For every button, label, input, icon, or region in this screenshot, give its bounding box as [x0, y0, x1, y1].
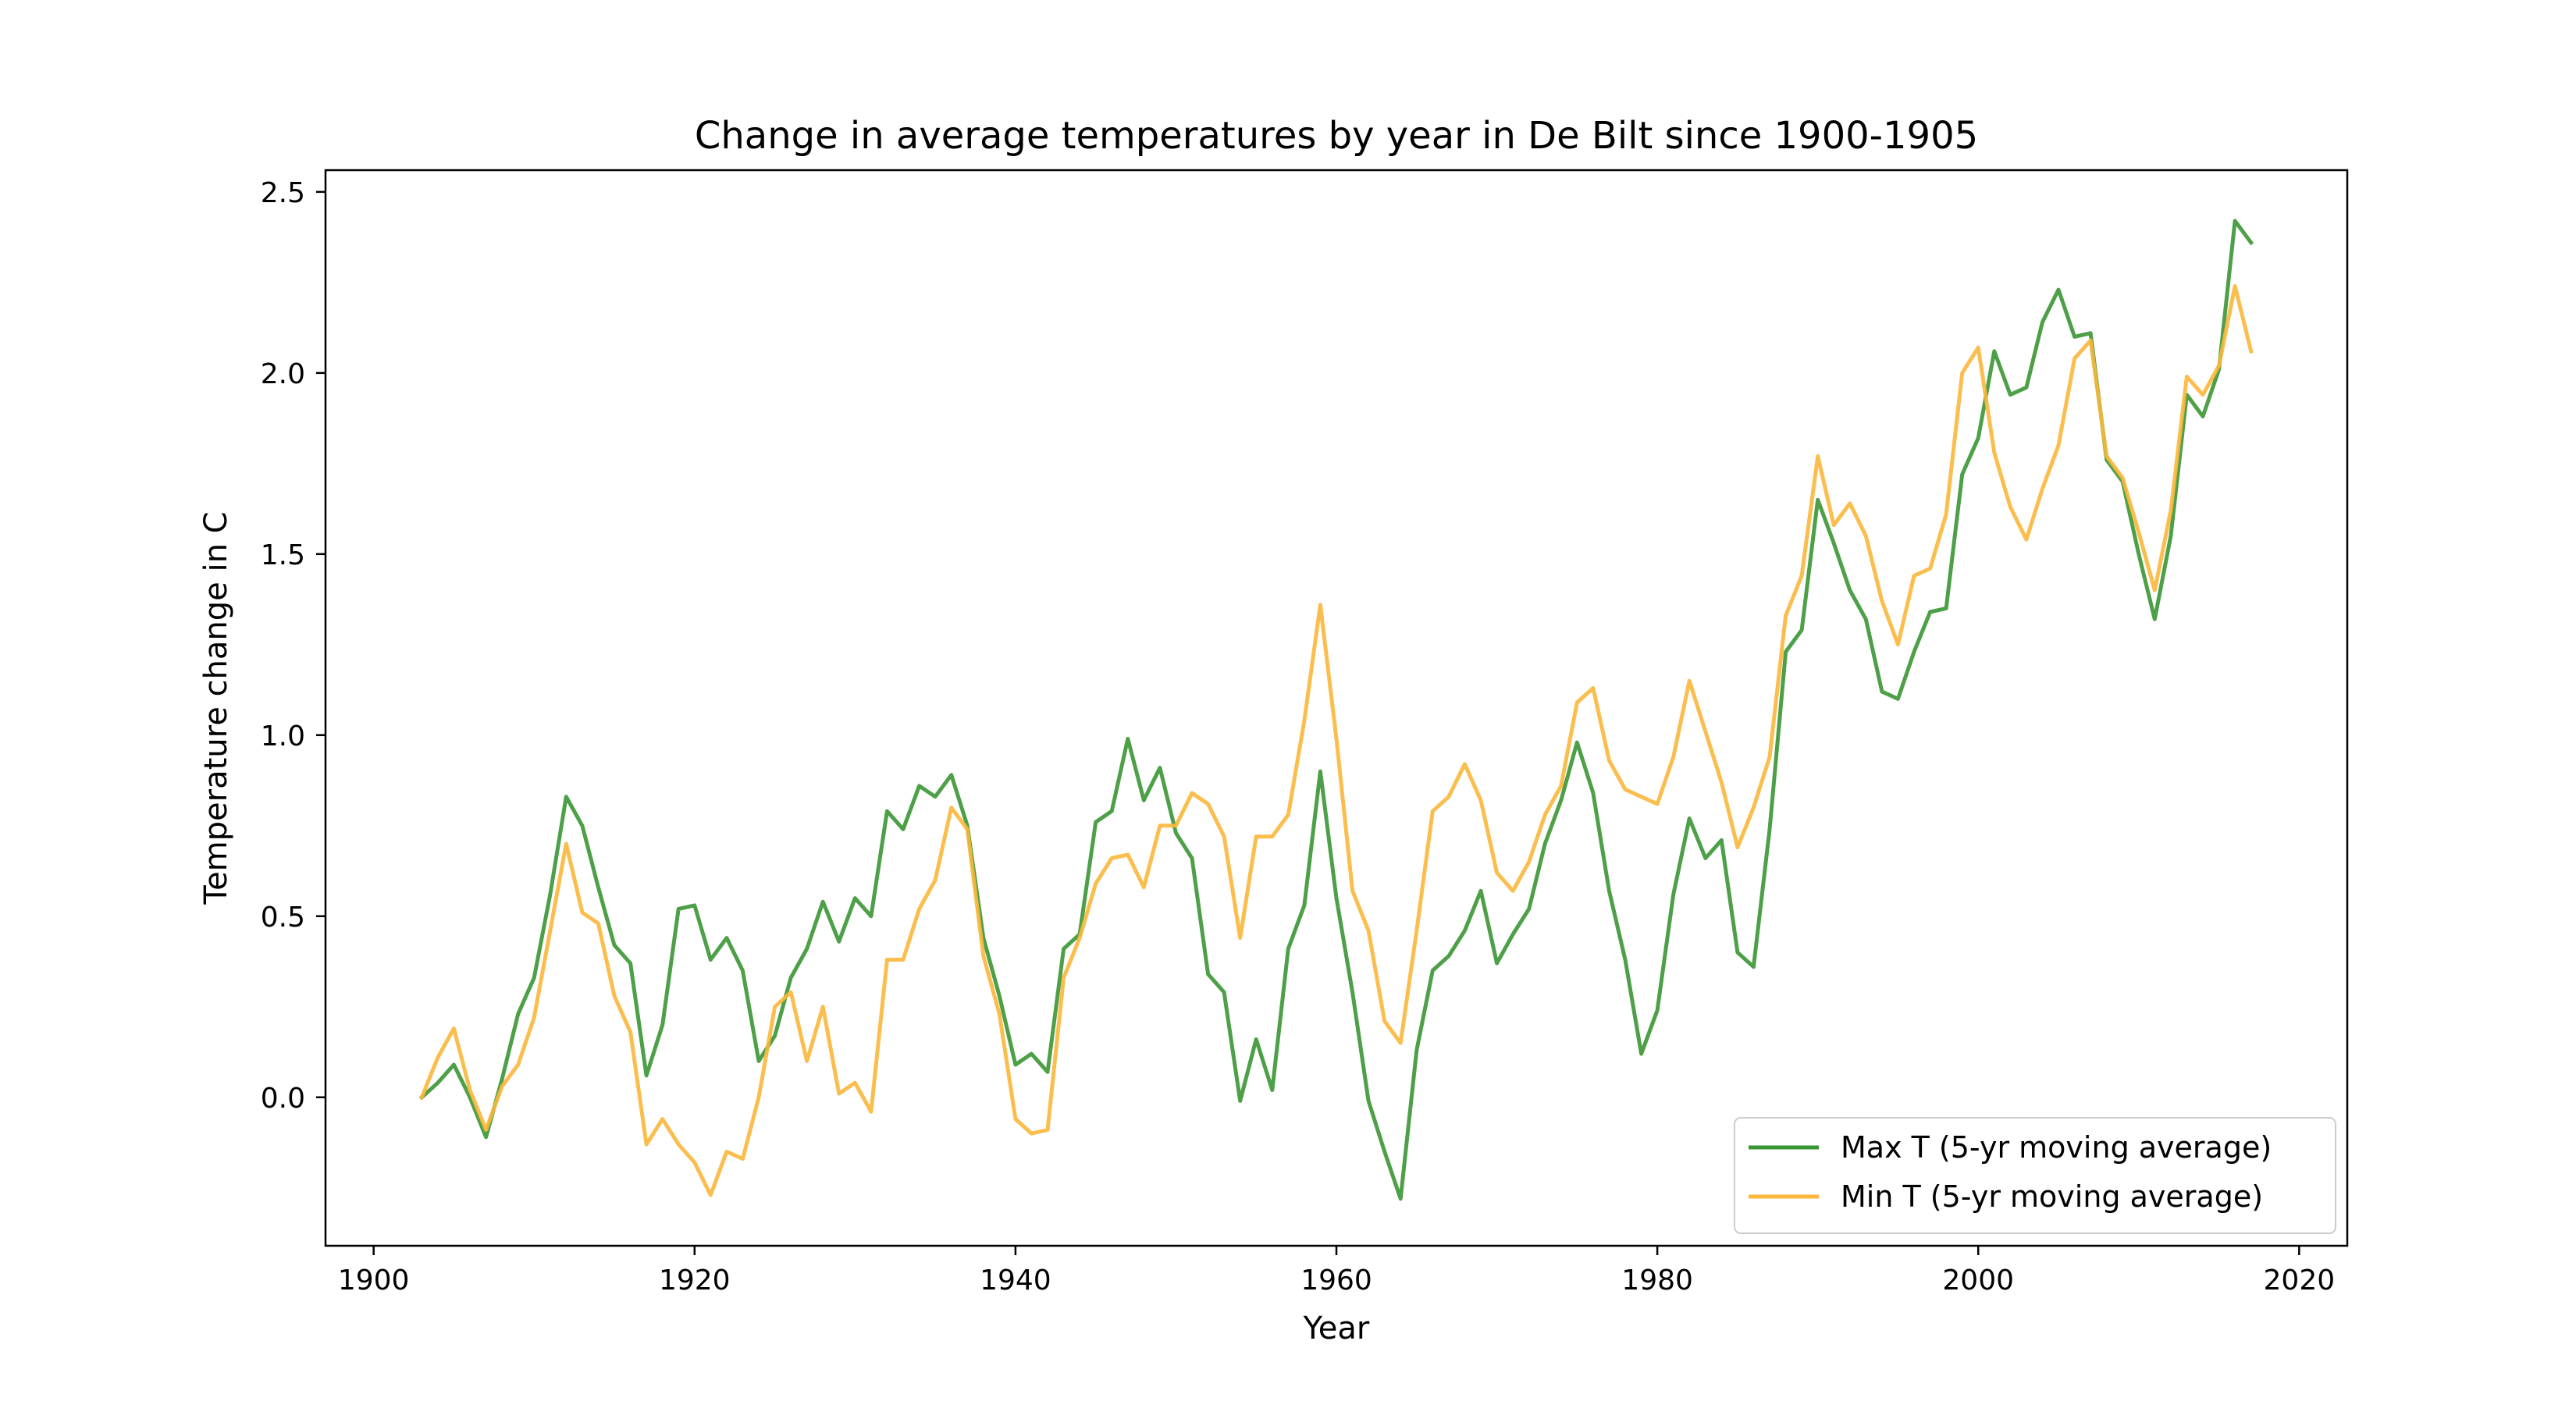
legend-label-min-t: Min T (5-yr moving average) — [1841, 1179, 2263, 1214]
y-tick-label: 1.0 — [261, 720, 305, 752]
y-tick-label: 0.0 — [261, 1083, 305, 1115]
y-tick-label: 2.0 — [261, 358, 305, 390]
x-tick-label: 1920 — [659, 1264, 731, 1297]
x-axis-label: Year — [1303, 1311, 1370, 1346]
series-layer — [418, 219, 2254, 1201]
series-line-min-t — [419, 284, 2254, 1197]
series-line-max-t — [418, 219, 2254, 1201]
y-axis-label: Temperature change in C — [198, 511, 234, 905]
x-tick-label: 1900 — [338, 1264, 410, 1297]
x-axis: 1900 1920 1940 1960 1980 2000 2020 — [338, 1246, 2335, 1297]
x-tick-label: 1940 — [980, 1264, 1051, 1297]
y-tick-label: 2.5 — [261, 177, 305, 209]
x-tick-label: 2020 — [2264, 1264, 2336, 1297]
x-tick-label: 1980 — [1621, 1264, 1693, 1297]
chart-title: Change in average temperatures by year i… — [695, 114, 1978, 158]
legend-box — [1734, 1117, 2336, 1234]
x-tick-label: 2000 — [1942, 1264, 2014, 1297]
legend-label-max-t: Max T (5-yr moving average) — [1841, 1130, 2272, 1165]
y-axis: 0.0 0.5 1.0 1.5 2.0 2.5 — [261, 177, 326, 1115]
y-tick-label: 0.5 — [261, 902, 305, 934]
x-tick-label: 1960 — [1300, 1264, 1372, 1297]
y-tick-label: 1.5 — [261, 539, 305, 571]
legend[interactable]: Max T (5-yr moving average) Min T (5-yr … — [1734, 1117, 2336, 1234]
